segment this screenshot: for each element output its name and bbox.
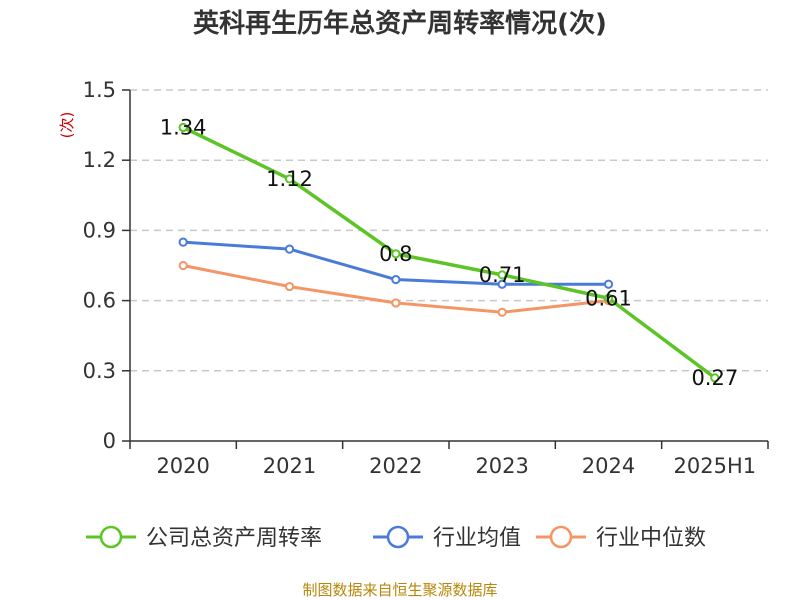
series-line-0 <box>182 125 716 380</box>
legend-label: 行业均值 <box>433 526 521 551</box>
series-point-0 <box>710 373 720 383</box>
data-label-layer: 1.34 1.12 0.8 0.71 0.61 0.27 <box>160 115 738 389</box>
series-point-0 <box>391 249 401 259</box>
y-tick-label: 0.9 <box>83 218 116 242</box>
legend-label: 行业中位数 <box>596 526 706 551</box>
axis-layer: 0 0.3 0.6 0.9 1.2 1.5 2020 2021 2022 2023 2024 2025… <box>83 78 769 478</box>
series-point-1 <box>391 274 401 285</box>
x-tick-label: 2024 <box>582 454 635 478</box>
data-label: 0.71 <box>479 263 526 287</box>
series-point-1 <box>497 279 507 289</box>
series-point-1 <box>603 279 614 289</box>
y-tick-label: 0 <box>103 429 116 453</box>
x-tick-label: 2025H1 <box>674 454 757 478</box>
y-tick-label: 1.2 <box>83 148 116 172</box>
legend-label: 公司总资产周转率 <box>146 526 322 551</box>
data-label: 1.34 <box>160 115 207 139</box>
series-point-2 <box>391 298 401 308</box>
y-tick-label: 0.3 <box>83 359 116 383</box>
data-source: 制图数据来自恒生聚源数据库 <box>302 581 497 599</box>
series-point-2 <box>497 307 507 317</box>
series-point-2 <box>178 260 188 271</box>
series-point-0 <box>497 270 507 280</box>
legend: 公司总资产周转率 行业均值 行业中位数 <box>86 525 706 551</box>
legend-swatch-marker <box>549 525 573 549</box>
legend-item-2: 行业中位数 <box>536 525 706 551</box>
series-point-0 <box>178 122 188 133</box>
data-label: 0.61 <box>585 286 632 310</box>
y-axis-label: (次) <box>58 112 76 139</box>
legend-swatch-marker <box>386 525 410 549</box>
data-label: 1.12 <box>266 167 313 191</box>
series-point-0 <box>603 293 614 303</box>
series-point-0 <box>284 174 295 184</box>
series-layer <box>178 122 720 383</box>
series-point-2 <box>284 281 295 292</box>
legend-swatch-marker <box>99 525 123 549</box>
grid-layer <box>130 89 768 372</box>
legend-item-1: 行业均值 <box>373 525 521 551</box>
legend-item-0: 公司总资产周转率 <box>86 525 322 551</box>
series-point-1 <box>284 244 295 254</box>
data-label: 0.27 <box>691 366 738 390</box>
x-tick-label: 2020 <box>156 454 209 478</box>
chart-title: 英科再生历年总资产周转率情况(次) <box>193 8 607 39</box>
series-point-1 <box>178 237 188 247</box>
x-tick-label: 2022 <box>369 454 422 478</box>
x-tick-label: 2023 <box>475 454 528 478</box>
y-tick-label: 0.6 <box>83 289 116 313</box>
y-tick-label: 1.5 <box>83 78 116 102</box>
x-tick-label: 2021 <box>263 454 316 478</box>
data-label: 0.8 <box>379 242 412 266</box>
